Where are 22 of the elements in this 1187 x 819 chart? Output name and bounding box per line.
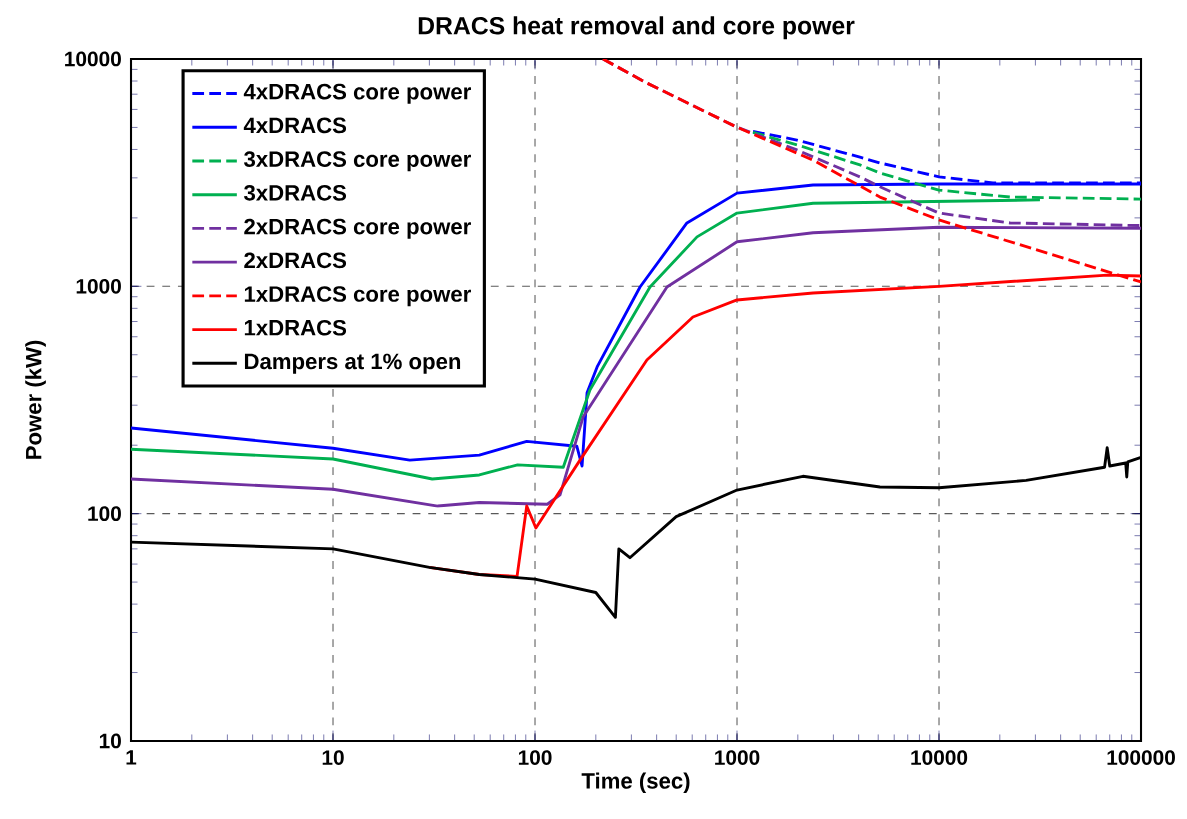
- x-tick-label: 100000: [1107, 750, 1175, 765]
- chart-title: DRACS heat removal and core power: [418, 16, 855, 40]
- legend-label: 2xDRACS core power: [244, 218, 471, 239]
- x-tick-label: 100: [518, 750, 552, 765]
- legend-label: 4xDRACS: [243, 117, 347, 134]
- legend-label: 3xDRACS core power: [243, 151, 471, 172]
- y-axis-title: Power (kW): [25, 340, 46, 459]
- legend-label: 4xDRACS core power: [243, 83, 471, 104]
- legend-label: 1xDRACS core power: [244, 286, 471, 307]
- x-tick-label: 10: [322, 750, 344, 765]
- x-axis-title: Time (sec): [581, 772, 690, 794]
- x-tick-label: 1000: [715, 750, 760, 765]
- legend-label: 1xDRACS: [244, 319, 347, 336]
- x-tick-label: 1: [126, 750, 137, 765]
- y-tick-label: 100: [88, 506, 121, 522]
- y-tick-label: 10: [99, 733, 121, 749]
- y-tick-label: 1000: [76, 278, 121, 294]
- legend-label: 2xDRACS: [244, 252, 347, 269]
- x-tick-label: 10000: [911, 750, 968, 765]
- legend-label: 3xDRACS: [243, 185, 347, 201]
- legend-label: Dampers at 1% open: [244, 353, 461, 374]
- y-tick-label: 10000: [65, 51, 121, 67]
